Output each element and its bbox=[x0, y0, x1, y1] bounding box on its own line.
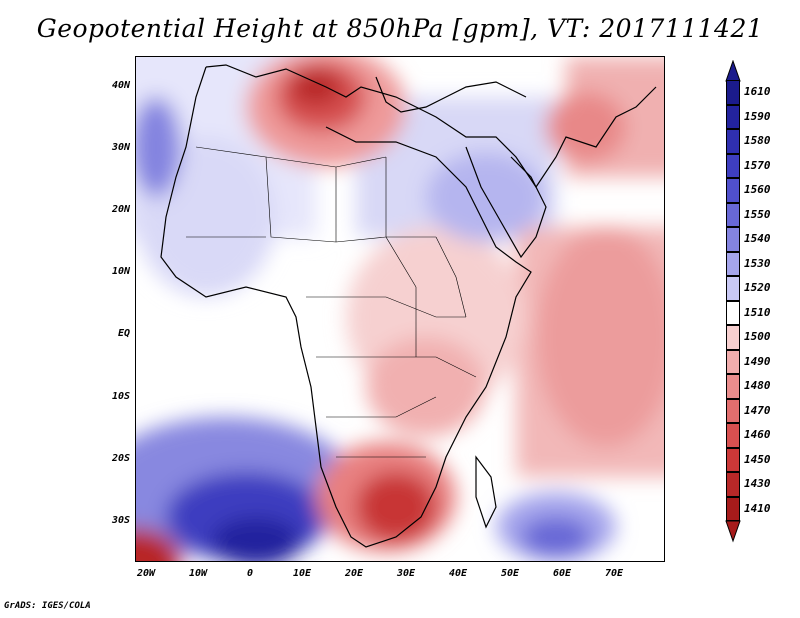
colorbar-swatch bbox=[726, 447, 740, 472]
lat-label: EQ bbox=[117, 328, 130, 339]
colorbar-top-arrow bbox=[725, 60, 741, 82]
colorbar-level-label: 1580 bbox=[744, 134, 771, 147]
map-plot-area bbox=[135, 56, 665, 562]
colorbar-level-label: 1430 bbox=[744, 477, 771, 490]
colorbar-swatch bbox=[726, 423, 740, 448]
colorbar-level-label: 1510 bbox=[744, 305, 771, 319]
colorbar-swatch bbox=[726, 496, 740, 521]
lat-label: 30S bbox=[111, 515, 130, 526]
colorbar-level-label: 1410 bbox=[744, 501, 771, 515]
colorbar-swatch bbox=[726, 276, 740, 301]
coastlines bbox=[160, 64, 657, 548]
colorbar-level-label: 1480 bbox=[744, 379, 771, 392]
height-field-shading bbox=[136, 57, 664, 561]
colorbar-swatch bbox=[726, 300, 740, 325]
map-field bbox=[136, 57, 664, 561]
colorbar-level-label: 1470 bbox=[744, 403, 771, 417]
lon-label: 50E bbox=[500, 568, 520, 579]
lat-label: 20S bbox=[111, 453, 130, 464]
colorbar-swatch bbox=[726, 104, 740, 129]
colorbar-swatch bbox=[726, 227, 740, 252]
colorbar-swatch bbox=[726, 202, 740, 227]
colorbar-swatch bbox=[726, 349, 740, 374]
colorbar-swatch bbox=[726, 153, 740, 178]
map-title: Geopotential Height at 850hPa [gpm], VT:… bbox=[36, 14, 764, 43]
lon-label: 70E bbox=[604, 568, 624, 579]
lon-label: 10E bbox=[292, 568, 312, 579]
lon-label: 20W bbox=[136, 568, 156, 579]
colorbar-swatch bbox=[726, 129, 740, 154]
colorbar-swatch bbox=[726, 325, 740, 350]
colorbar-level-label: 1570 bbox=[744, 158, 771, 172]
colorbar-swatch bbox=[726, 374, 740, 399]
credit-label: GrADS: IGES/COLA bbox=[4, 601, 91, 611]
colorbar-level-label: 1560 bbox=[744, 183, 771, 196]
lat-label: 40N bbox=[111, 80, 130, 91]
colorbar-outline bbox=[725, 60, 741, 543]
lat-label: 10N bbox=[111, 266, 130, 277]
country-borders bbox=[186, 146, 477, 458]
colorbar-swatch bbox=[726, 472, 740, 497]
lat-label: 30N bbox=[111, 142, 130, 153]
colorbar-level-label: 1540 bbox=[744, 232, 771, 245]
lon-label: 30E bbox=[396, 568, 416, 579]
lat-label: 10S bbox=[111, 391, 130, 402]
colorbar-level-label: 1450 bbox=[744, 452, 771, 466]
colorbar-level-label: 1550 bbox=[744, 207, 771, 221]
colorbar-level-label: 1590 bbox=[744, 109, 771, 123]
colorbar-bottom-arrow bbox=[725, 520, 741, 543]
lat-label: 20N bbox=[111, 204, 130, 215]
colorbar-swatch bbox=[726, 178, 740, 203]
lon-label: 20E bbox=[344, 568, 364, 579]
colorbar-swatch bbox=[726, 398, 740, 423]
colorbar-level-label: 1460 bbox=[744, 428, 771, 441]
lon-label: 0 bbox=[246, 568, 254, 579]
colorbar-level-label: 1530 bbox=[744, 256, 771, 270]
lon-label: 40E bbox=[448, 568, 468, 579]
colorbar-swatch bbox=[726, 80, 740, 105]
colorbar-level-label: 1520 bbox=[744, 281, 771, 294]
lon-label: 60E bbox=[552, 568, 572, 579]
colorbar-level-label: 1610 bbox=[744, 85, 771, 98]
colorbar-level-label: 1500 bbox=[744, 330, 771, 343]
colorbar-swatch bbox=[726, 251, 740, 276]
colorbar-level-label: 1490 bbox=[744, 354, 771, 368]
lon-label: 10W bbox=[188, 568, 208, 579]
